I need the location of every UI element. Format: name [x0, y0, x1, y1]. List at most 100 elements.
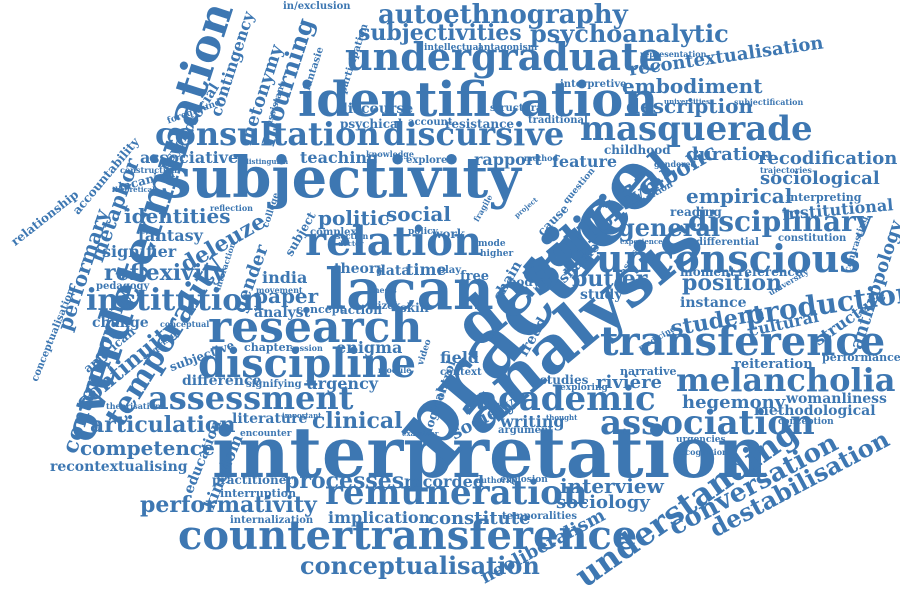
- word-writing: writing: [500, 412, 565, 431]
- word-movement: movement: [256, 285, 303, 295]
- word-psychoanalytic: psychoanalytic: [530, 19, 729, 48]
- word-remuneration: remuneration: [325, 473, 588, 513]
- word-studies: studies: [540, 373, 589, 387]
- word-distinguish: distinguish: [244, 157, 289, 166]
- word-reflection: reflection: [210, 203, 253, 213]
- word-identities: identities: [124, 204, 231, 228]
- word-conceptual: conceptual: [160, 319, 210, 329]
- word-paper: paper: [254, 284, 319, 308]
- word-recodification: recodification: [758, 148, 898, 169]
- word-implication: implication: [328, 508, 431, 527]
- word-position: position: [682, 270, 782, 296]
- word-narrative: narrative: [620, 365, 677, 378]
- word-clinical: clinical: [312, 408, 403, 434]
- word-discourse: discourse: [338, 101, 414, 117]
- word-theoretical: theoretical: [112, 185, 155, 194]
- word-general: general: [618, 213, 721, 242]
- word-universities: universities: [664, 97, 710, 106]
- word-institution: institution: [86, 283, 265, 318]
- word-gendered: gendered: [654, 159, 697, 169]
- word-study: study: [580, 287, 623, 303]
- word-important: important: [282, 411, 322, 420]
- word-urgencies: urgencies: [676, 435, 726, 445]
- word-constitute: constitute: [428, 508, 531, 529]
- word-disciplinary: disciplinary: [688, 205, 873, 238]
- word-experience: experience: [620, 237, 663, 246]
- word-action: action: [340, 303, 382, 317]
- word-time: time: [406, 260, 447, 279]
- word-trajectories: trajectories: [760, 165, 812, 175]
- word-exploring: exploring: [560, 383, 608, 393]
- word-reading: reading: [670, 205, 722, 219]
- word-play: play: [438, 265, 462, 276]
- word-discipline: discipline: [198, 340, 417, 387]
- word-knowledge: knowledge: [366, 149, 414, 159]
- word-internalization: internalization: [230, 515, 314, 526]
- word-in-exclusion: in/exclusion: [283, 1, 351, 12]
- word-policy: policy: [408, 227, 438, 237]
- word-recognition: recognition: [676, 447, 728, 457]
- word-explosion: explosion: [500, 475, 548, 485]
- word-change: change: [92, 315, 149, 331]
- word-academic: academic: [476, 379, 656, 419]
- word-intellectual: intellectual: [424, 43, 482, 53]
- word-conception: conception: [778, 417, 834, 427]
- word-differential: differential: [696, 237, 759, 248]
- word-explore: explore: [406, 155, 448, 166]
- word-melancholia: melancholia: [676, 361, 896, 399]
- word-theorisation: theorisation: [106, 401, 161, 411]
- word-representation: representation: [640, 49, 707, 59]
- word-interpreting: interpreting: [786, 191, 862, 204]
- word-urgency: urgency: [306, 374, 379, 393]
- word-encounter: encounter: [240, 429, 292, 439]
- word-account: account: [408, 117, 453, 128]
- word-practitioner: practitioner: [212, 473, 293, 487]
- word-reflexivity: reflexivity: [104, 260, 226, 286]
- word-articulation: articulation: [90, 412, 236, 438]
- word-difference: difference: [182, 373, 262, 389]
- word-butler: butler: [572, 266, 648, 292]
- word-conceptualisation: conceptualisation: [300, 551, 540, 580]
- word-performance: performance: [822, 351, 900, 364]
- word-pedagogy: pedagogy: [96, 281, 150, 292]
- word-structural: structural: [490, 103, 547, 114]
- word-higher: higher: [480, 249, 514, 259]
- word-interruption: interruption: [220, 487, 297, 500]
- word-fantasy: fantasy: [138, 226, 203, 245]
- word-womanliness: womanliness: [786, 391, 887, 407]
- word-lacan: lacan: [325, 257, 494, 323]
- word-module: module: [378, 365, 412, 375]
- word-body: body: [508, 275, 540, 289]
- word-sociology: sociology: [556, 492, 650, 513]
- word-reiteration: reiteration: [734, 357, 813, 372]
- word-data: data: [376, 263, 411, 279]
- word-field: field: [440, 348, 480, 367]
- word-processes: processes: [284, 468, 405, 494]
- word-identification: identification: [298, 72, 659, 128]
- word-teaching: teaching: [300, 148, 379, 167]
- word-instance: instance: [680, 295, 747, 311]
- word-autoethnography: autoethnography: [378, 0, 628, 30]
- word-methodological: methodological: [754, 403, 876, 419]
- word-subjectification: subjectification: [734, 97, 804, 107]
- word-session: session: [290, 343, 323, 353]
- word-embodiment: embodiment: [622, 74, 763, 98]
- word-conceptualisation-small: conceptualisation: [29, 286, 78, 384]
- word-politic: politic: [318, 206, 390, 230]
- word-theory: theory: [334, 261, 385, 277]
- word-childhood: childhood: [604, 143, 671, 157]
- word-transference: transference: [600, 318, 886, 365]
- word-concept: concept: [296, 303, 345, 316]
- word-social: social: [386, 202, 451, 226]
- word-association: association: [600, 403, 815, 443]
- word-traditional: traditional: [528, 115, 588, 126]
- word-construction: construction: [120, 165, 178, 175]
- word-feature: feature: [552, 152, 618, 171]
- word-resistance: resistance: [445, 117, 515, 131]
- word-recorded: recorded: [404, 472, 485, 491]
- word-undergraduate: undergraduate: [345, 34, 663, 79]
- word-empirical: empirical: [686, 184, 793, 208]
- word-subjectivities: subjectivities: [358, 20, 522, 46]
- word-hegemony: hegemony: [682, 392, 786, 413]
